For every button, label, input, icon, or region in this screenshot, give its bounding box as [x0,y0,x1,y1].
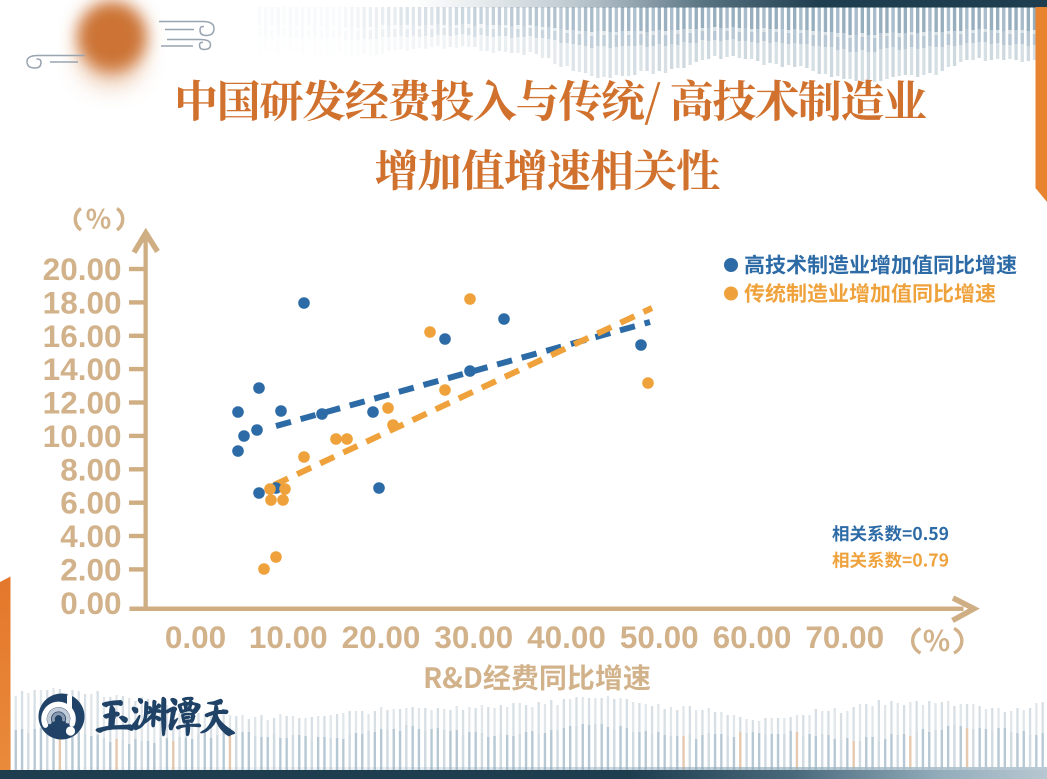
svg-text:60.00: 60.00 [713,619,792,655]
svg-text:10.00: 10.00 [249,619,328,655]
svg-text:50.00: 50.00 [620,619,699,655]
svg-text:40.00: 40.00 [527,619,606,655]
svg-text:12.00: 12.00 [43,385,122,421]
svg-text:14.00: 14.00 [43,351,122,387]
svg-text:70.00: 70.00 [805,619,884,655]
svg-text:18.00: 18.00 [43,284,122,320]
svg-text:16.00: 16.00 [43,318,122,354]
svg-text:0.00: 0.00 [165,619,226,655]
svg-text:6.00: 6.00 [60,485,121,521]
svg-text:20.00: 20.00 [342,619,421,655]
svg-text:0.00: 0.00 [60,585,121,621]
svg-text:30.00: 30.00 [434,619,513,655]
svg-text:4.00: 4.00 [60,518,121,554]
svg-text:10.00: 10.00 [43,418,122,454]
svg-text:8.00: 8.00 [60,451,121,487]
svg-text:20.00: 20.00 [43,251,122,287]
svg-text:2.00: 2.00 [60,551,121,587]
